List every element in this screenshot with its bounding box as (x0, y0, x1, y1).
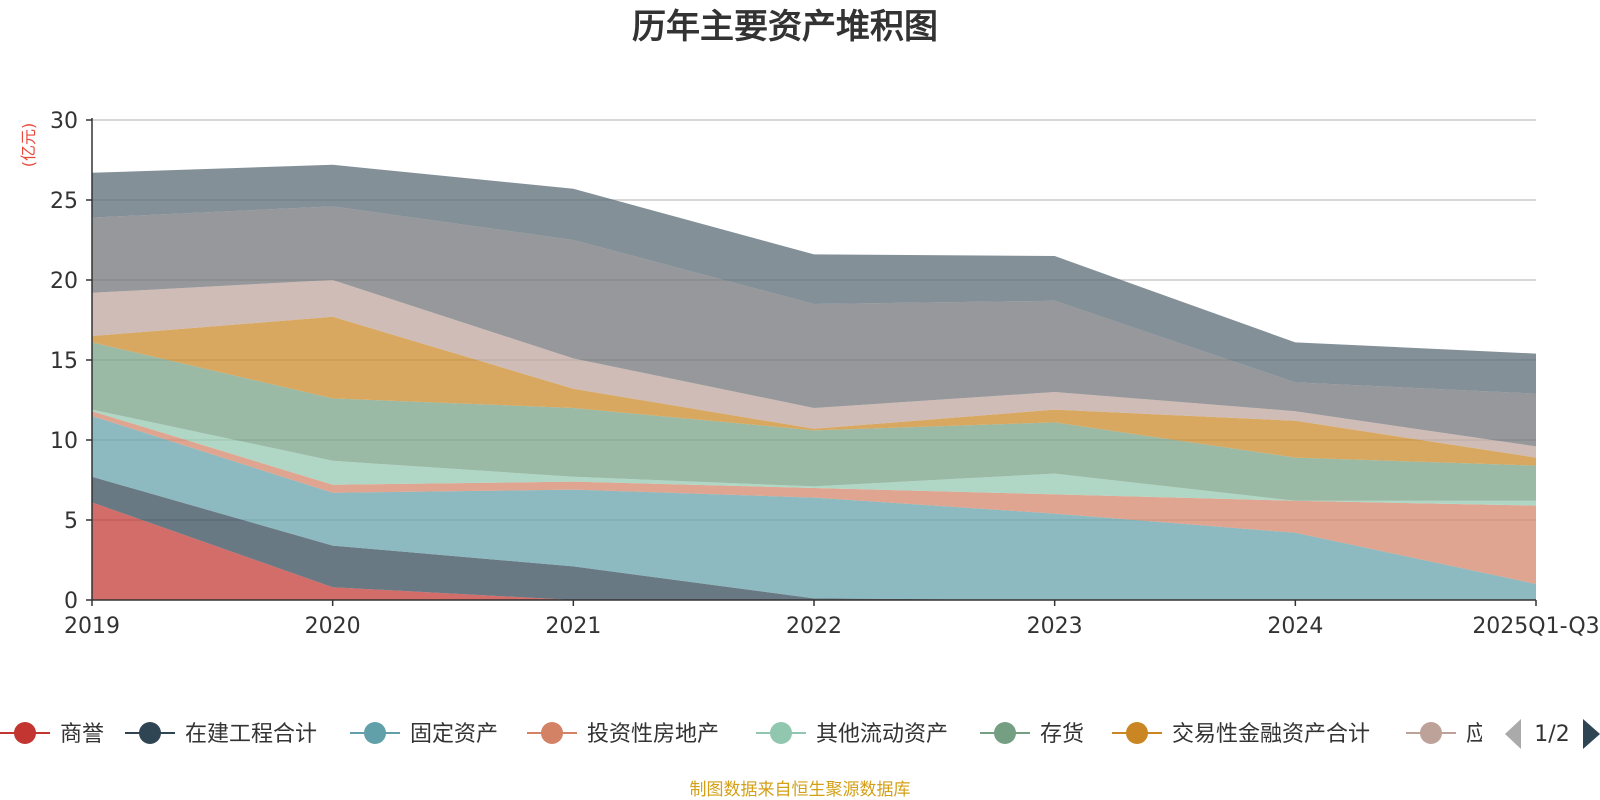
legend: 商誉 在建工程合计 固定资产 投资性房地产 其他流动资产 存货 交易性金融资产合计 应 (0, 722, 1488, 747)
source-note: 制图数据来自恒生聚源数据库 (690, 780, 911, 800)
y-tick-label: 25 (50, 189, 78, 214)
legend-marker-icon (364, 722, 386, 744)
legend-marker-icon (14, 722, 36, 744)
x-tick-label: 2022 (786, 614, 842, 639)
legend-item-7[interactable]: 应 (1406, 722, 1488, 747)
legend-prev-page-icon[interactable] (1505, 719, 1521, 749)
y-tick-label: 0 (64, 589, 78, 614)
legend-item-1[interactable]: 在建工程合计 (125, 722, 317, 747)
axes: 0 5 10 15 20 25 30 2019 2020 2021 2022 2023 2024 2025… (50, 109, 1600, 639)
legend-item-5[interactable]: 存货 (980, 722, 1084, 747)
legend-label: 在建工程合计 (185, 722, 317, 747)
chart-title: 历年主要资产堆积图 (632, 7, 938, 47)
area-series-9[interactable] (92, 164, 1536, 394)
legend-label: 交易性金融资产合计 (1172, 722, 1370, 747)
legend-marker-icon (994, 722, 1016, 744)
legend-pager: 1/2 (1505, 719, 1600, 749)
legend-item-6[interactable]: 交易性金融资产合计 (1112, 722, 1370, 747)
area-series-8[interactable] (92, 206, 1536, 447)
y-tick-label: 30 (50, 109, 78, 134)
legend-label: 存货 (1040, 722, 1084, 747)
area-series-group (92, 164, 1536, 600)
legend-label: 其他流动资产 (816, 722, 948, 747)
legend-label: 商誉 (60, 722, 104, 747)
legend-item-2[interactable]: 固定资产 (350, 722, 498, 747)
legend-marker-icon (1420, 722, 1442, 744)
legend-next-page-icon[interactable] (1583, 719, 1600, 749)
y-tick-label: 5 (64, 509, 78, 534)
legend-item-4[interactable]: 其他流动资产 (756, 722, 948, 747)
area-series-4[interactable] (92, 409, 1536, 506)
legend-marker-icon (541, 722, 563, 744)
legend-items: 商誉 在建工程合计 固定资产 投资性房地产 其他流动资产 存货 交易性金融资产合计 应 (0, 722, 1488, 747)
legend-item-0[interactable]: 商誉 (0, 722, 104, 747)
legend-marker-icon (770, 722, 792, 744)
x-tick-label: 2020 (305, 614, 361, 639)
legend-label: 投资性房地产 (587, 722, 719, 747)
area-series-5[interactable] (92, 342, 1536, 501)
y-tick-label: 20 (50, 269, 78, 294)
area-series-1[interactable] (92, 476, 1536, 600)
x-tick-label: 2021 (545, 614, 601, 639)
y-tick-label: 15 (50, 349, 78, 374)
legend-label: 固定资产 (410, 722, 498, 747)
area-series-3[interactable] (92, 411, 1536, 584)
area-series-0[interactable] (92, 502, 1536, 600)
x-tick-label: 2023 (1027, 614, 1083, 639)
area-series-6[interactable] (92, 316, 1536, 466)
area-series-7[interactable] (92, 280, 1536, 458)
x-tick-label: 2025Q1-Q3 (1472, 614, 1599, 639)
x-tick-label: 2019 (64, 614, 120, 639)
legend-marker-icon (139, 722, 161, 744)
legend-marker-icon (1126, 722, 1148, 744)
legend-label: 应 (1466, 722, 1488, 747)
legend-item-3[interactable]: 投资性房地产 (527, 722, 719, 747)
y-axis-unit: (亿元) (19, 123, 38, 168)
x-tick-label: 2024 (1267, 614, 1323, 639)
area-series-2[interactable] (92, 416, 1536, 600)
y-tick-label: 10 (50, 429, 78, 454)
legend-page-indicator: 1/2 (1534, 722, 1569, 747)
